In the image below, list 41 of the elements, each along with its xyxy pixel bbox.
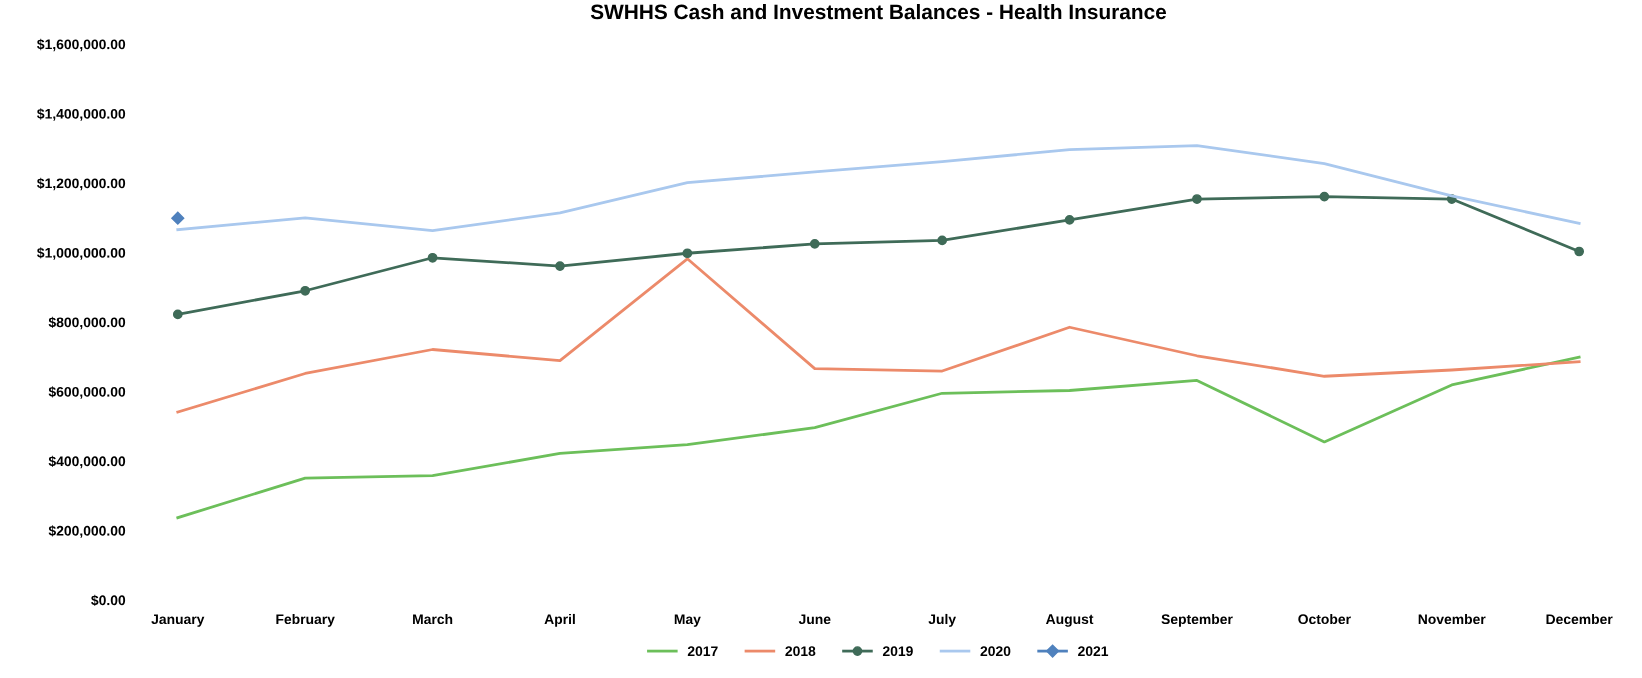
x-tick-label: November — [1418, 613, 1486, 625]
legend-label: 2021 — [1078, 646, 1109, 657]
x-tick-label: April — [544, 613, 575, 627]
point — [809, 239, 820, 249]
x-tick-label: March — [413, 613, 453, 625]
x-tick-label: July — [928, 613, 956, 627]
point — [172, 309, 183, 320]
legend-label: 2020 — [980, 646, 1011, 657]
x-tick-label: January — [151, 614, 205, 627]
legend-label: 2017 — [687, 646, 718, 657]
y-tick-label: $600,000.00 — [48, 386, 126, 399]
point — [427, 252, 438, 263]
legend-label: 2018 — [785, 646, 816, 657]
y-tick-label: $1,400,000.00 — [37, 108, 126, 121]
y-tick-label: $1,600,000.00 — [37, 38, 126, 52]
point — [300, 285, 311, 296]
point — [1574, 246, 1585, 257]
x-tick-label: September — [1161, 613, 1233, 627]
point — [1192, 194, 1202, 204]
y-tick-label: $200,000.00 — [48, 525, 126, 538]
y-tick-label: $1,200,000.00 — [37, 177, 126, 191]
y-tick-label: $400,000.00 — [48, 455, 126, 469]
point — [1064, 215, 1075, 225]
x-tick-label: June — [798, 614, 831, 625]
legend-label: 2019 — [882, 646, 913, 657]
x-tick-label: December — [1546, 613, 1613, 625]
y-tick-label: $1,000,000.00 — [37, 247, 126, 260]
line-series — [176, 144, 1581, 233]
point — [937, 235, 948, 246]
x-tick-label: February — [276, 613, 335, 627]
x-tick-label: August — [1046, 614, 1094, 627]
point — [555, 261, 565, 271]
line-series — [176, 355, 1581, 520]
y-tick-label: $0.00 — [91, 594, 126, 607]
point — [1319, 191, 1330, 202]
point — [171, 211, 185, 225]
x-tick-label: May — [674, 614, 701, 627]
chart-title: SWHHS Cash and Investment Balances - Health Insurance — [590, 3, 1167, 20]
y-tick-label: $800,000.00 — [48, 316, 126, 330]
point — [682, 248, 693, 259]
x-tick-label: October — [1298, 613, 1351, 625]
